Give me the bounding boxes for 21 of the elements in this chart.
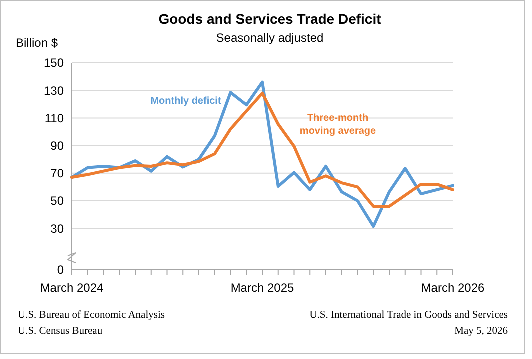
y-tick-label: 150	[44, 56, 64, 70]
x-tick-label: March 2026	[421, 281, 486, 295]
x-tick-label: March 2024	[40, 281, 104, 295]
y-tick-label: 0	[57, 263, 64, 278]
y-tick-label: 130	[44, 84, 64, 98]
chart-title: Goods and Services Trade Deficit	[158, 11, 382, 27]
y-tick-label: 50	[50, 194, 64, 208]
y-axis-title: Billion $	[16, 36, 58, 50]
chart-subtitle: Seasonally adjusted	[216, 31, 324, 45]
text: U.S. Census Bureau	[18, 326, 104, 337]
x-tick-label: March 2025	[230, 281, 295, 295]
series-label: Monthly deficit	[150, 96, 222, 107]
y-tick-label: 30	[50, 222, 64, 236]
y-tick-label: 110	[44, 111, 64, 126]
y-tick-label: 90	[50, 139, 64, 153]
text: May 5, 2026	[454, 326, 508, 337]
text: U.S. International Trade in Goods and Services	[310, 310, 508, 321]
series-label: Three-month moving average	[300, 113, 377, 137]
text: U.S. Bureau of Economic Analysis	[18, 310, 165, 321]
line-series	[70, 92, 454, 208]
y-tick-label: 70	[50, 166, 64, 181]
